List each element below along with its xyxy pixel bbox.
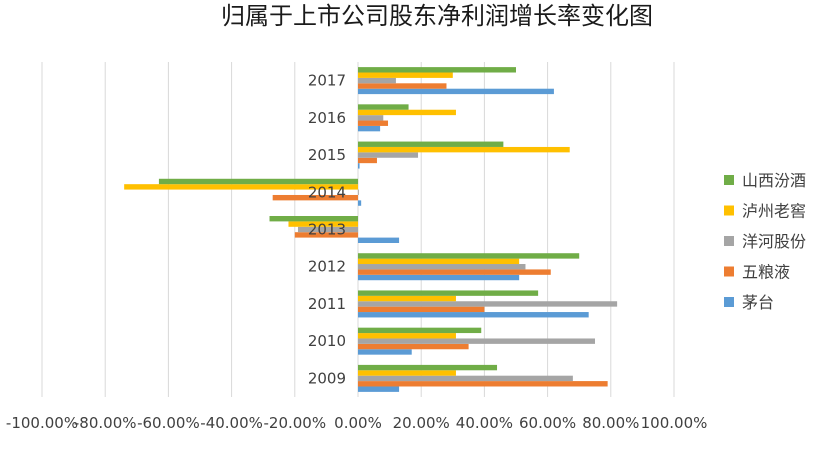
chart-title: 归属于上市公司股东净利润增长率变化图	[221, 2, 653, 30]
bar-2010-山西汾酒	[358, 327, 482, 334]
legend-label: 洋河股份	[742, 232, 806, 251]
x-tick-label: 40.00%	[456, 414, 513, 432]
bar-2010-五粮液	[358, 343, 469, 350]
x-tick-label: -100.00%	[6, 414, 78, 432]
bar-2009-洋河股份	[358, 375, 573, 382]
bar-2017-泸州老窖	[358, 72, 453, 78]
bar-2011-泸州老窖	[358, 295, 456, 302]
bar-2016-五粮液	[358, 120, 389, 126]
bar-2016-洋河股份	[358, 115, 384, 121]
bar-2013-洋河股份	[297, 226, 358, 233]
bar-2009-五粮液	[358, 381, 608, 387]
y-tick-label: 2009	[308, 369, 346, 387]
x-tick-label: 60.00%	[519, 414, 576, 432]
bar-2012-五粮液	[358, 269, 551, 275]
bar-2015-洋河股份	[358, 152, 419, 158]
x-tick-label: -40.00%	[200, 414, 263, 432]
bar-2012-山西汾酒	[358, 253, 580, 259]
legend-label: 五粮液	[742, 263, 790, 282]
bar-2009-山西汾酒	[358, 364, 498, 371]
bar-2014-五粮液	[272, 194, 358, 201]
x-tick-label: 80.00%	[582, 414, 639, 432]
bar-2014-泸州老窖	[124, 184, 358, 190]
bar-2012-茅台	[358, 274, 520, 281]
x-tick-label: -20.00%	[263, 414, 326, 432]
x-tick-label: 20.00%	[393, 414, 450, 432]
bar-2012-泸州老窖	[358, 258, 520, 265]
legend-label: 泸州老窖	[742, 202, 806, 221]
bar-2011-茅台	[358, 312, 589, 318]
bars	[124, 67, 618, 392]
bar-2016-泸州老窖	[358, 109, 456, 116]
y-tick-label: 2013	[308, 221, 346, 239]
bar-2009-茅台	[358, 386, 400, 392]
bar-2012-洋河股份	[358, 264, 526, 270]
bar-2013-五粮液	[294, 232, 358, 238]
legend-label: 山西汾酒	[742, 171, 806, 190]
bar-2011-山西汾酒	[358, 290, 539, 296]
x-tick-label: -60.00%	[137, 414, 200, 432]
bar-2014-茅台	[358, 200, 362, 206]
bar-2014-山西汾酒	[158, 178, 358, 185]
bar-2010-茅台	[358, 349, 412, 355]
bar-2010-泸州老窖	[358, 333, 456, 339]
bar-2016-山西汾酒	[358, 104, 409, 110]
y-tick-label: 2010	[308, 332, 346, 350]
y-tick-label: 2012	[308, 258, 346, 276]
y-tick-label: 2011	[308, 295, 346, 313]
bar-2009-泸州老窖	[358, 370, 456, 376]
bar-2017-五粮液	[358, 83, 447, 89]
bar-2013-茅台	[358, 237, 400, 243]
x-tick-label: 0.00%	[334, 414, 382, 432]
y-axis-labels: 2009 2010 2011 2012 2013 2014 2015 2016 2017	[308, 72, 346, 388]
bar-2015-泸州老窖	[358, 146, 570, 153]
y-tick-label: 2014	[308, 183, 346, 201]
bar-2015-山西汾酒	[358, 141, 504, 147]
bar-2016-茅台	[358, 125, 381, 132]
bar-2017-洋河股份	[358, 77, 396, 84]
x-tick-label: -80.00%	[74, 414, 137, 432]
legend-swatch	[724, 205, 734, 216]
bar-2011-洋河股份	[358, 301, 618, 307]
legend-swatch	[724, 266, 734, 277]
legend-swatch	[724, 236, 734, 246]
legend-label: 茅台	[742, 293, 774, 312]
bar-2013-泸州老窖	[288, 221, 358, 227]
bar-2015-五粮液	[358, 157, 377, 164]
bar-2015-茅台	[358, 163, 360, 169]
x-axis-labels: -100.00%-80.00% -60.00% -40.00% -20.00% 0.00…	[6, 414, 707, 432]
bar-2017-茅台	[358, 88, 554, 95]
legend-swatch	[724, 297, 734, 307]
y-tick-label: 2016	[308, 109, 346, 127]
legend-swatch	[724, 175, 734, 185]
y-tick-label: 2017	[308, 72, 346, 90]
bar-2011-五粮液	[358, 306, 485, 313]
bar-2014-洋河股份	[358, 189, 359, 195]
bar-2010-洋河股份	[358, 338, 595, 344]
bar-2017-山西汾酒	[358, 67, 516, 73]
bar-2013-山西汾酒	[269, 216, 358, 222]
y-tick-label: 2015	[308, 146, 346, 164]
x-tick-label: 100.00%	[641, 414, 708, 432]
